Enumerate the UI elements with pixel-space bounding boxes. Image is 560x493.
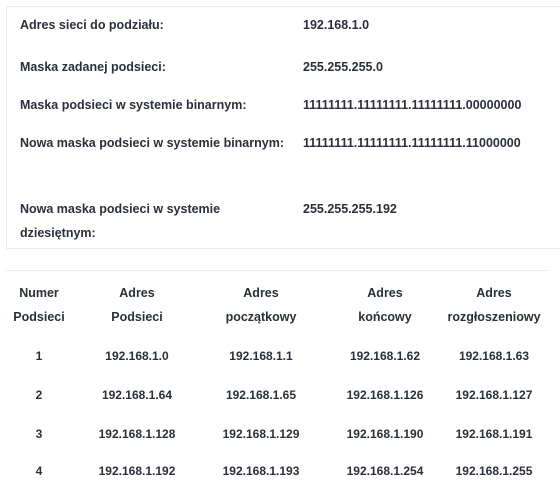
- table-cell: 192.168.1.191: [455, 427, 533, 441]
- table-cell: 2: [35, 388, 43, 402]
- info-value: 255.255.255.0: [303, 60, 383, 74]
- table-cell: 192.168.1.193: [222, 464, 300, 478]
- column-header: Adres: [476, 286, 512, 300]
- table-cell: 192.168.1.254: [346, 464, 424, 478]
- subnet-table: Numer Podsieci Adres Podsieci Adres pocz…: [6, 270, 548, 478]
- table-cell: 192.168.1.63: [458, 349, 530, 363]
- info-value: 11111111.11111111.11111111.11000000: [303, 136, 521, 150]
- column-header: początkowy: [225, 310, 297, 324]
- column-header: Adres: [367, 286, 403, 300]
- table-cell: 4: [35, 464, 43, 478]
- table-cell: 3: [35, 427, 43, 441]
- table-cell: 192.168.1.1: [229, 349, 293, 363]
- info-label: Adres sieci do podziału:: [20, 18, 164, 32]
- subnet-info-panel: Adres sieci do podziału: 192.168.1.0 Mas…: [6, 6, 560, 249]
- info-value: 255.255.255.192: [303, 202, 397, 216]
- column-header: rozgłoszeniowy: [447, 310, 541, 324]
- table-cell: 192.168.1.129: [222, 427, 300, 441]
- table-cell: 192.168.1.128: [98, 427, 176, 441]
- info-value: 11111111.11111111.11111111.00000000: [303, 98, 522, 112]
- info-value: 192.168.1.0: [303, 18, 370, 32]
- table-cell: 192.168.1.65: [225, 388, 297, 402]
- table-cell: 192.168.1.126: [346, 388, 424, 402]
- column-header: Podsieci: [13, 310, 65, 324]
- column-header: Adres: [243, 286, 279, 300]
- table-cell: 192.168.1.190: [346, 427, 424, 441]
- column-header: Adres: [119, 286, 155, 300]
- table-cell: 192.168.1.64: [101, 388, 173, 402]
- info-label: Maska podsieci w systemie binarnym:: [20, 98, 247, 112]
- table-cell: 192.168.1.255: [455, 464, 533, 478]
- info-label: Nowa maska podsieci w systemie dziesiętn…: [20, 202, 221, 240]
- table-cell: 1: [35, 349, 43, 363]
- column-header: końcowy: [358, 310, 412, 324]
- info-label: Nowa maska podsieci w systemie binarnym:: [20, 136, 284, 150]
- column-header: Numer: [19, 286, 59, 300]
- table-cell: 192.168.1.0: [105, 349, 169, 363]
- table-cell: 192.168.1.127: [455, 388, 533, 402]
- column-header: Podsieci: [111, 310, 163, 324]
- info-label: Maska zadanej podsieci:: [20, 60, 166, 74]
- table-cell: 192.168.1.62: [349, 349, 421, 363]
- table-cell: 192.168.1.192: [98, 464, 176, 478]
